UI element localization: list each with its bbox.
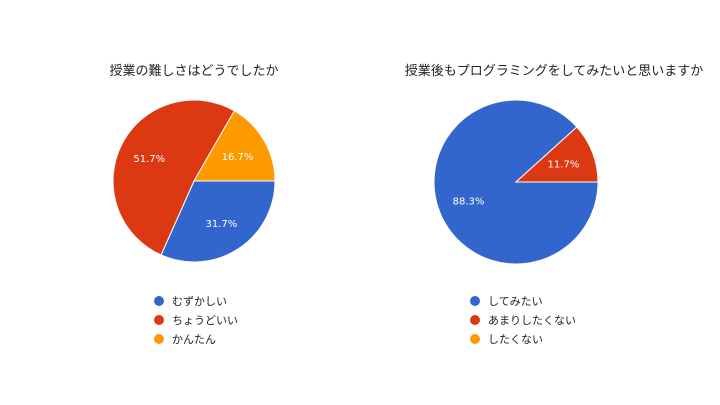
legend-label: してみたい <box>488 294 543 308</box>
slice-percent-label: 88.3% <box>453 196 485 207</box>
chart-title: 授業の難しさはどうでしたか <box>109 64 279 79</box>
pie-slice <box>514 126 599 183</box>
legend-item: したくない <box>470 329 576 348</box>
legend-swatch <box>470 295 480 306</box>
legend-label: したくない <box>488 332 543 346</box>
legend-label: むずかしい <box>172 294 227 308</box>
legend-item: ちょうどいい <box>154 310 238 329</box>
pie-chart-difficulty: 31.7% 51.7% 16.7% <box>112 99 276 263</box>
chart-title: 授業後もプログラミングをしてみたいと思いますか <box>404 64 704 79</box>
legend: してみたい あまりしたくない したくない <box>470 291 576 348</box>
legend-swatch <box>470 333 480 344</box>
legend-item: あまりしたくない <box>470 310 576 329</box>
pie-slice <box>433 99 599 265</box>
slice-percent-label: 51.7% <box>133 154 165 165</box>
pie-slice <box>193 110 276 182</box>
slice-percent-label: 31.7% <box>205 219 237 230</box>
legend-swatch <box>470 314 480 325</box>
legend-label: あまりしたくない <box>488 313 576 327</box>
legend-item: むずかしい <box>154 291 238 310</box>
pie-chart-intent: 88.3% 11.7% <box>433 99 599 265</box>
legend-label: かんたん <box>172 332 216 346</box>
pie-slice <box>160 180 276 263</box>
legend-item: してみたい <box>470 291 576 310</box>
pie-slice <box>112 99 236 256</box>
legend-label: ちょうどいい <box>172 313 238 327</box>
legend-swatch <box>154 295 164 306</box>
legend-swatch <box>154 333 164 344</box>
legend: むずかしい ちょうどいい かんたん <box>154 291 238 348</box>
slice-percent-label: 16.7% <box>222 152 254 163</box>
legend-swatch <box>154 314 164 325</box>
chart-panel-difficulty: 授業の難しさはどうでしたか 31.7% 51.7% 16.7% むずかしい ちょうど… <box>109 64 278 348</box>
slice-percent-label: 11.7% <box>548 160 580 171</box>
legend-item: かんたん <box>154 329 238 348</box>
chart-panel-intent: 授業後もプログラミングをしてみたいと思いますか 88.3% 11.7% してみたい… <box>360 0 720 405</box>
